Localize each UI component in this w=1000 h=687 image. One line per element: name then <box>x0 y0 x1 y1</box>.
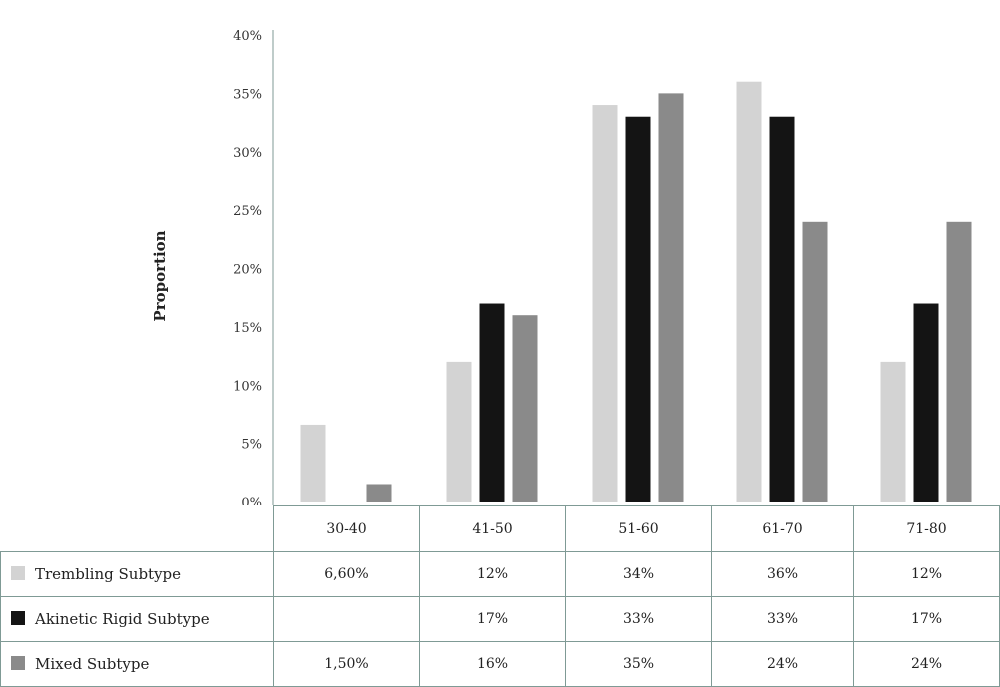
series-name: Trembling Subtype <box>35 565 182 583</box>
data-label: 34% <box>565 551 712 597</box>
y-axis-ticks: 0% 5% 10% 15% 20% 25% 30% 35% 40% <box>233 29 262 505</box>
bar <box>300 424 326 502</box>
legend-entry: Trembling Subtype <box>0 551 274 597</box>
data-label: 36% <box>711 551 854 597</box>
table-row: Mixed Subtype 1,50% 16% 35% 24% 24% <box>0 641 1000 687</box>
data-label: 35% <box>565 641 712 687</box>
bar <box>366 484 392 502</box>
y-tick-label: 15% <box>233 321 262 336</box>
data-label: 24% <box>853 641 1000 687</box>
data-label: 17% <box>853 596 1000 642</box>
category-label: 61-70 <box>711 505 854 552</box>
category-label: 51-60 <box>565 505 712 552</box>
data-label: 33% <box>711 596 854 642</box>
data-label: 12% <box>853 551 1000 597</box>
bar <box>769 116 795 502</box>
bar <box>802 221 828 503</box>
data-label: 17% <box>419 596 566 642</box>
bar <box>625 116 651 502</box>
series-name: Mixed Subtype <box>35 655 150 673</box>
y-tick-label: 0% <box>241 496 262 505</box>
y-tick-label: 5% <box>241 438 262 453</box>
y-tick-label: 25% <box>233 204 262 219</box>
category-label: 30-40 <box>273 505 420 552</box>
y-tick-label: 30% <box>233 146 262 161</box>
series-name: Akinetic Rigid Subtype <box>35 610 210 628</box>
data-label: 24% <box>711 641 854 687</box>
data-label: 1,50% <box>273 641 420 687</box>
legend-swatch <box>11 566 25 580</box>
bar <box>446 361 472 502</box>
y-tick-label: 35% <box>233 87 262 102</box>
legend-swatch <box>11 611 25 625</box>
data-table: 30-40 41-50 51-60 61-70 71-80 Trembling … <box>0 505 1000 687</box>
bars <box>300 81 972 503</box>
data-label: 12% <box>419 551 566 597</box>
table-row: Akinetic Rigid Subtype 17% 33% 33% 17% <box>0 596 1000 642</box>
data-label: 6,60% <box>273 551 420 597</box>
legend-entry: Akinetic Rigid Subtype <box>0 596 274 642</box>
bar <box>946 221 972 503</box>
y-tick-label: 20% <box>233 263 262 278</box>
legend-entry: Mixed Subtype <box>0 641 274 687</box>
y-tick-label: 10% <box>233 379 262 394</box>
data-label: 16% <box>419 641 566 687</box>
data-label <box>273 596 420 642</box>
y-tick-label: 40% <box>233 29 262 44</box>
table-row: Trembling Subtype 6,60% 12% 34% 36% 12% <box>0 551 1000 597</box>
category-label: 71-80 <box>853 505 1000 552</box>
data-label: 33% <box>565 596 712 642</box>
bar <box>658 93 684 502</box>
bar <box>880 361 906 502</box>
bar <box>479 303 505 502</box>
bar <box>736 81 762 502</box>
bar <box>592 105 618 503</box>
y-axis-label: Proportion <box>151 230 169 321</box>
legend-swatch <box>11 656 25 670</box>
table-corner <box>0 505 274 552</box>
category-label: 41-50 <box>419 505 566 552</box>
bar-chart: 0% 5% 10% 15% 20% 25% 30% 35% 40% Proportion <box>151 29 972 505</box>
bar <box>512 315 538 502</box>
bar <box>913 303 939 502</box>
category-row: 30-40 41-50 51-60 61-70 71-80 <box>0 505 1000 552</box>
